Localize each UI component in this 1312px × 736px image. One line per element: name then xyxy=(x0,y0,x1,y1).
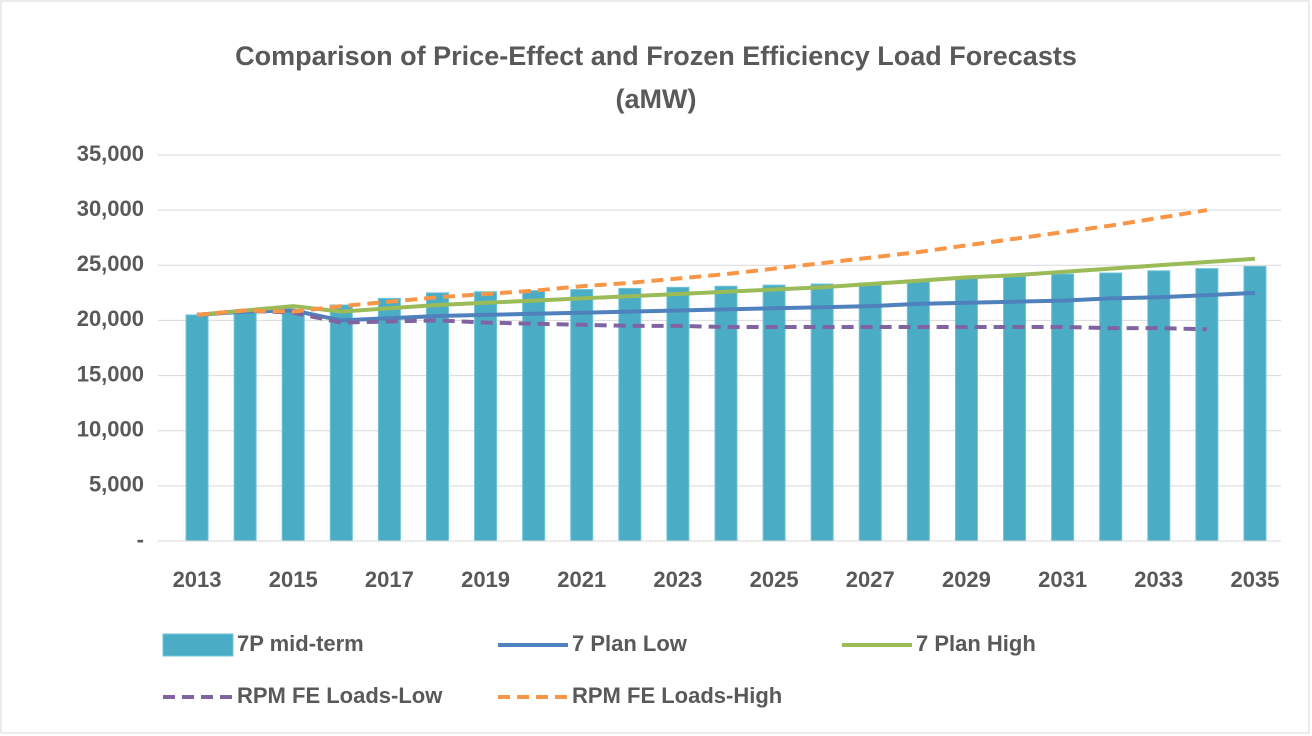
x-tick-label: 2019 xyxy=(461,567,510,592)
line-series xyxy=(196,290,1256,323)
legend-swatch xyxy=(162,633,234,657)
bar xyxy=(425,292,449,542)
x-tick-label: 2027 xyxy=(846,567,895,592)
bar xyxy=(714,285,738,542)
chart-title: (aMW) xyxy=(616,84,697,114)
x-tick-label: 2021 xyxy=(557,567,606,592)
bar xyxy=(474,291,498,542)
y-tick-label: - xyxy=(137,527,144,552)
bar xyxy=(185,314,209,542)
bar xyxy=(810,283,834,542)
line-series xyxy=(196,256,1256,317)
x-tick-label: 2025 xyxy=(750,567,799,592)
bar xyxy=(377,297,401,542)
x-tick-label: 2015 xyxy=(269,567,318,592)
y-tick-label: 5,000 xyxy=(89,472,144,497)
bar xyxy=(1195,268,1219,542)
x-tick-label: 2023 xyxy=(653,567,702,592)
legend-label: RPM FE Loads-Low xyxy=(237,683,443,708)
legend-label: 7 Plan High xyxy=(916,631,1036,656)
bar xyxy=(1099,272,1123,542)
x-tick-label: 2013 xyxy=(173,567,222,592)
bar xyxy=(858,282,882,542)
bar xyxy=(1147,270,1171,542)
bar xyxy=(1051,273,1075,542)
bar xyxy=(329,304,353,542)
y-tick-label: 20,000 xyxy=(77,306,144,331)
x-tick-label: 2033 xyxy=(1134,567,1183,592)
bar xyxy=(1003,275,1027,542)
bar xyxy=(570,289,594,542)
legend-label: RPM FE Loads-High xyxy=(572,683,782,708)
bar xyxy=(954,278,978,542)
line-series xyxy=(196,208,1208,317)
y-tick-label: 25,000 xyxy=(77,251,144,276)
y-tick-label: 15,000 xyxy=(77,361,144,386)
bar xyxy=(233,312,257,542)
bar xyxy=(522,290,546,542)
line-series xyxy=(196,308,1207,332)
x-tick-label: 2017 xyxy=(365,567,414,592)
x-tick-label: 2031 xyxy=(1038,567,1087,592)
bar xyxy=(762,284,786,542)
bar xyxy=(906,280,930,542)
y-tick-label: 35,000 xyxy=(77,141,144,166)
legend-label: 7P mid-term xyxy=(237,631,364,656)
y-tick-label: 10,000 xyxy=(77,417,144,442)
chart-title: Comparison of Price-Effect and Frozen Ef… xyxy=(235,41,1077,71)
bar xyxy=(281,310,305,542)
y-tick-label: 30,000 xyxy=(77,196,144,221)
x-tick-label: 2035 xyxy=(1230,567,1279,592)
bar xyxy=(1243,265,1267,542)
x-tick-label: 2029 xyxy=(942,567,991,592)
legend-label: 7 Plan Low xyxy=(572,631,688,656)
